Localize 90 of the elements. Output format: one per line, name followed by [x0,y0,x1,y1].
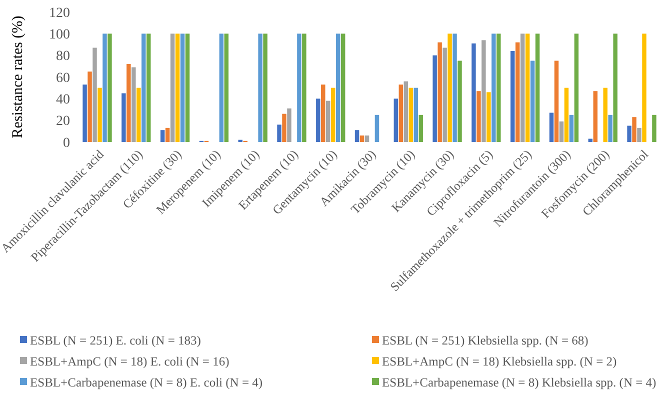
bar [340,34,346,142]
bar [287,108,292,142]
bar [530,60,535,142]
bar [316,98,320,142]
legend-label: ESBL+AmpC (N = 18) Klebsiella spp. (N = 2) [382,354,617,368]
bar [559,121,564,142]
y-tick-label: 20 [56,114,70,130]
bar [564,88,569,142]
bar [448,34,452,142]
bar [569,114,574,142]
legend-label: ESBL (N = 251) Klebsiella spp. (N = 68) [382,333,588,348]
bar [432,55,437,142]
bar [185,34,190,142]
bar [102,34,107,142]
bar [165,128,170,142]
bar [652,114,656,142]
bar [492,34,496,142]
bar [442,48,447,142]
bar [364,136,370,142]
bar [535,34,540,142]
bar [476,91,481,142]
y-tick-label: 60 [56,70,70,86]
bar [418,114,423,142]
bar [175,34,180,142]
bar [263,34,268,142]
bar [330,88,336,142]
bar [160,130,165,142]
bar [549,112,554,142]
bar [515,42,520,142]
bar [277,124,282,142]
bar [525,34,530,142]
legend-label: ESBL+Carbapenemase (N = 8) Klebsiella spp. (N = 4) [382,375,656,390]
bar [302,34,306,142]
bar [360,136,364,142]
bar [520,34,525,142]
bar [321,84,326,142]
bar [496,34,501,142]
y-tick-label: 0 [63,136,70,151]
bar [414,88,418,142]
y-tick-label: 40 [56,92,70,108]
bar [632,117,636,142]
bar [354,130,360,142]
bar [593,91,598,142]
bar [472,43,476,142]
bar [482,40,486,142]
bar [637,128,642,142]
bar [136,88,141,142]
bar [326,100,330,142]
bar [98,88,102,142]
bar [608,114,612,142]
bar [146,34,151,142]
bar [613,34,618,142]
bar [82,84,87,142]
y-tick-label: 80 [56,49,70,64]
bar [126,64,131,142]
bar [297,34,302,142]
legend-label: ESBL+Carbapenemase (N = 8) E. coli (N = 4) [30,375,263,390]
bar [438,42,442,142]
bar [486,92,491,142]
bar [408,88,414,142]
bar [336,34,340,142]
y-axis-title: Resistance rates (%) [10,16,26,138]
bar [458,60,462,142]
bar [404,81,408,142]
bar [282,114,286,142]
bar [374,114,380,142]
bar [219,34,224,142]
bar [398,84,404,142]
bar [642,34,646,142]
bar [554,60,559,142]
y-tick-label: 100 [49,28,70,43]
y-tick-label: 120 [49,6,70,21]
bar [180,34,185,142]
bar [603,88,608,142]
bar [224,34,229,142]
bar [258,34,262,142]
bar [108,34,112,142]
bar [574,34,579,142]
legend-label: ESBL (N = 251) E. coli (N = 183) [30,333,201,348]
bar [88,72,92,142]
bar [142,34,146,142]
legend-label: ESBL+AmpC (N = 18) E. coli (N = 16) [30,354,230,368]
bar [92,48,97,142]
bar [122,93,126,142]
bar [170,34,175,142]
bar [132,67,136,142]
bar [452,34,457,142]
bar [510,51,515,142]
bar [394,98,398,142]
bar [627,126,632,142]
